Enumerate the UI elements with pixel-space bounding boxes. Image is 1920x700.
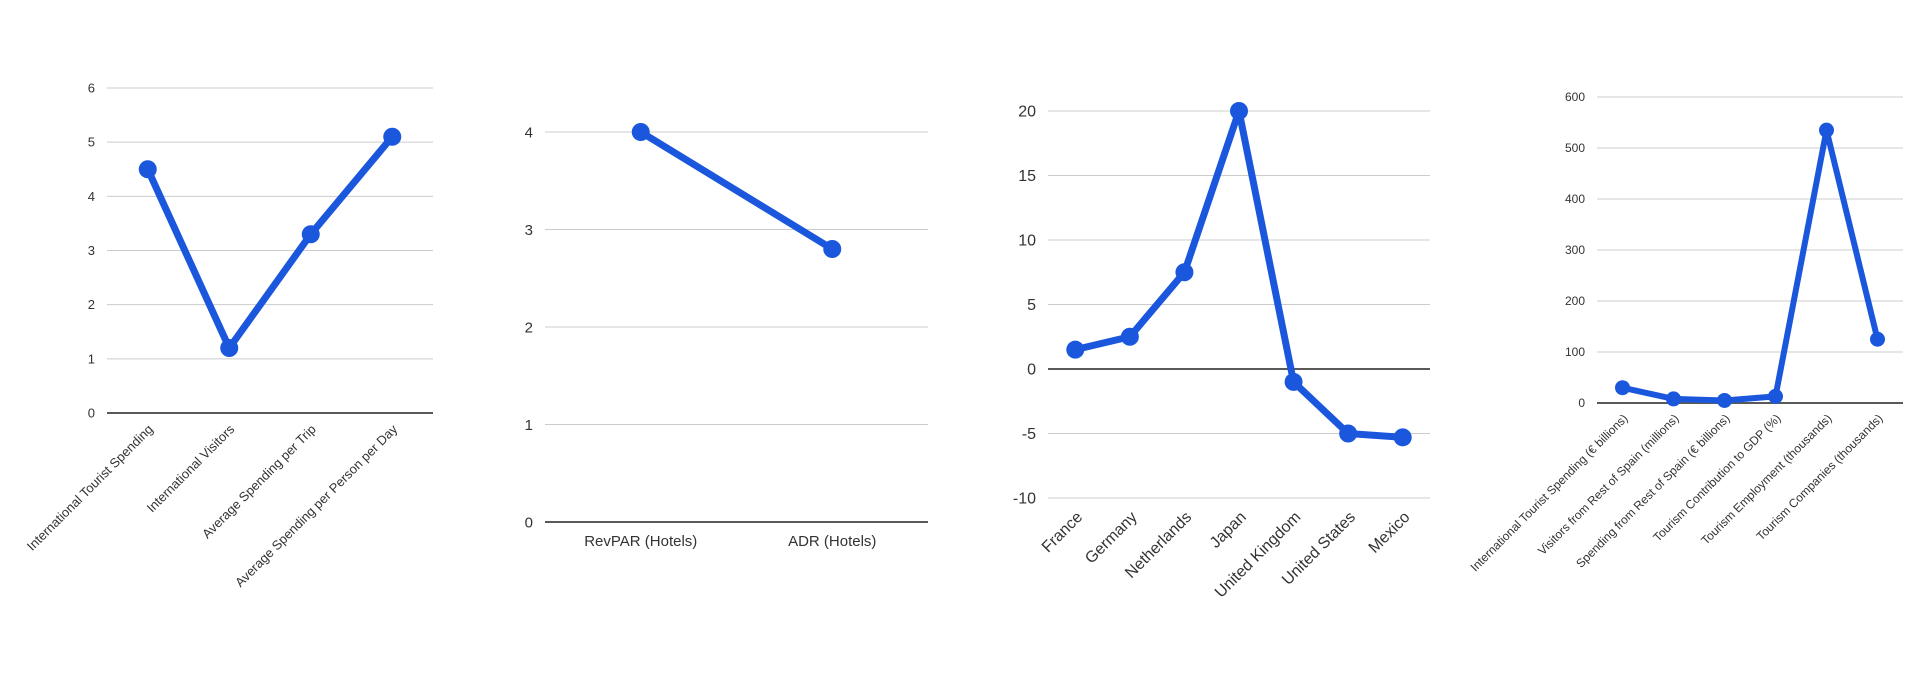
data-point[interactable] (383, 127, 402, 146)
x-category-label: Average Spending per Person per Day (232, 421, 401, 590)
data-point[interactable] (1819, 122, 1834, 138)
x-category-label: Tourism Companies (thousands) (1754, 411, 1886, 543)
y-tick-label: 1 (525, 417, 533, 434)
y-tick-label: 2 (525, 319, 533, 336)
y-tick-label: 3 (88, 243, 95, 258)
y-tick-label: 0 (88, 406, 95, 421)
x-category-label: Netherlands (1122, 509, 1195, 582)
data-point[interactable] (1717, 392, 1732, 408)
x-category-label: Tourism Employment (thousands) (1698, 411, 1834, 547)
y-tick-label: 20 (1018, 104, 1036, 121)
y-tick-label: 2 (88, 297, 95, 312)
y-tick-label: 200 (1565, 294, 1585, 308)
x-category-label: United States (1279, 509, 1359, 589)
y-tick-label: 1 (88, 351, 95, 366)
x-category-label: Germany (1082, 509, 1141, 568)
data-point[interactable] (1284, 372, 1303, 391)
data-point[interactable] (301, 225, 320, 244)
x-category-label: Mexico (1366, 509, 1414, 557)
x-category-label: International Visitors (144, 421, 238, 515)
series-line (1619, 127, 1881, 404)
data-point[interactable] (1768, 388, 1783, 404)
data-point[interactable] (823, 240, 842, 258)
x-category-label: Tourism Contribution to GDP (%) (1650, 411, 1783, 544)
y-tick-label: 600 (1565, 90, 1585, 104)
x-category-label: RevPAR (Hotels) (584, 533, 697, 550)
data-point[interactable] (1615, 380, 1630, 396)
data-point[interactable] (631, 123, 650, 141)
x-category-label: ADR (Hotels) (788, 533, 876, 550)
y-tick-label: -5 (1022, 426, 1036, 443)
data-point[interactable] (220, 339, 239, 357)
y-tick-label: 5 (1027, 297, 1036, 314)
y-tick-label: 15 (1018, 168, 1036, 185)
series-line (144, 133, 396, 352)
data-point[interactable] (1066, 340, 1085, 359)
data-point[interactable] (1120, 327, 1139, 346)
x-category-label: United Kingdom (1212, 509, 1305, 602)
y-tick-label: 4 (88, 189, 95, 204)
y-tick-label: 0 (525, 514, 533, 531)
y-tick-label: 6 (88, 81, 95, 96)
data-point[interactable] (1870, 331, 1885, 347)
x-category-label: Spending from Rest of Spain (€ billions) (1573, 411, 1732, 570)
x-category-label: International Tourist Spending (24, 422, 156, 554)
y-tick-label: 0 (1027, 362, 1036, 379)
y-tick-label: 500 (1565, 141, 1585, 155)
x-category-label: France (1039, 509, 1086, 556)
data-point[interactable] (1666, 391, 1681, 407)
series-line (1071, 107, 1407, 441)
data-point[interactable] (1393, 428, 1412, 447)
y-tick-label: 300 (1565, 243, 1585, 257)
y-tick-label: 100 (1565, 345, 1585, 359)
y-tick-label: 0 (1578, 396, 1585, 410)
series-line (637, 128, 836, 253)
data-point[interactable] (1339, 424, 1358, 443)
x-category-label: Japan (1207, 509, 1250, 552)
y-tick-label: 10 (1018, 233, 1036, 250)
x-category-label: International Tourist Spending (€ billio… (1468, 411, 1631, 574)
x-category-label: Average Spending per Trip (199, 422, 319, 542)
y-tick-label: 5 (88, 135, 95, 150)
y-tick-label: 400 (1565, 192, 1585, 206)
y-tick-label: 4 (525, 124, 533, 141)
data-point[interactable] (1175, 263, 1194, 282)
y-tick-label: -10 (1013, 491, 1036, 508)
y-tick-label: 3 (525, 222, 533, 239)
data-point[interactable] (1230, 102, 1248, 120)
data-point[interactable] (138, 160, 157, 179)
x-category-label: Visitors from Rest of Spain (millions) (1535, 411, 1681, 557)
